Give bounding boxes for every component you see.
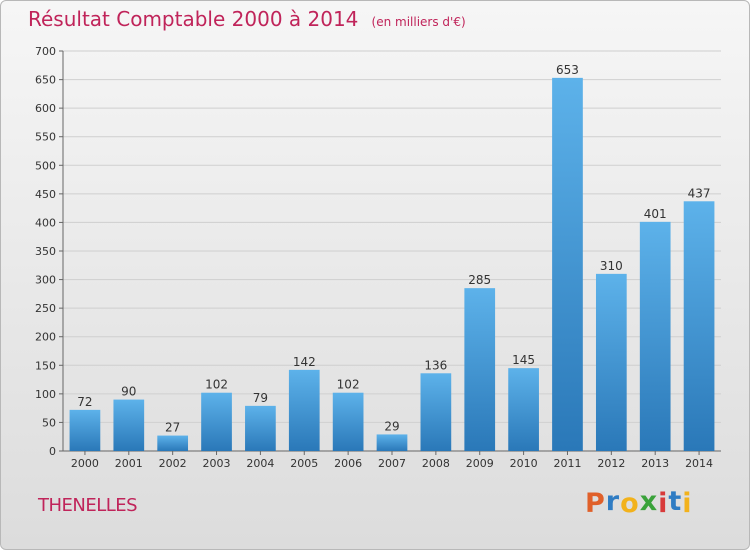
- y-tick-label: 600: [35, 102, 56, 115]
- data-label: 29: [384, 419, 399, 433]
- bar: [595, 273, 627, 451]
- chart-title-block: Résultat Comptable 2000 à 2014 (en milli…: [28, 7, 466, 31]
- logo-letter: o: [620, 488, 640, 519]
- data-label: 145: [512, 353, 535, 367]
- y-tick-label: 250: [35, 302, 56, 315]
- data-label: 437: [688, 186, 711, 200]
- bar: [464, 288, 496, 451]
- y-tick-label: 500: [35, 159, 56, 172]
- x-tick-label: 2010: [510, 457, 538, 470]
- x-tick-label: 2007: [378, 457, 406, 470]
- y-tick-label: 700: [35, 45, 56, 58]
- bars: [69, 77, 715, 451]
- y-tick-label: 150: [35, 359, 56, 372]
- data-label: 136: [424, 358, 447, 372]
- data-label: 72: [77, 395, 92, 409]
- bar: [201, 392, 232, 451]
- bar: [552, 77, 583, 451]
- y-tick-label: 350: [35, 245, 56, 258]
- bar: [420, 373, 452, 451]
- x-tick-label: 2013: [641, 457, 669, 470]
- bar: [639, 221, 671, 451]
- data-label: 79: [253, 391, 268, 405]
- x-tick-label: 2000: [71, 457, 99, 470]
- x-tick-label: 2011: [553, 457, 581, 470]
- y-tick-label: 400: [35, 216, 56, 229]
- y-tick-label: 650: [35, 74, 56, 87]
- data-labels: 72 90 27 102 79 142 102 29 136 285 145 653 310 401 437: [77, 63, 710, 435]
- data-label: 142: [293, 355, 316, 369]
- logo-letter: x: [639, 486, 659, 517]
- y-tick-label: 200: [35, 331, 56, 344]
- bar: [288, 369, 320, 451]
- data-label: 310: [600, 259, 623, 273]
- x-tick-label: 2005: [290, 457, 318, 470]
- chart-title: Résultat Comptable 2000 à 2014: [28, 7, 359, 31]
- chart-subtitle: (en milliers d'€): [371, 15, 466, 29]
- x-tick-label: 2008: [422, 457, 450, 470]
- logo-letter: r: [605, 486, 621, 517]
- data-label: 102: [337, 378, 360, 392]
- data-label: 401: [644, 207, 667, 221]
- bar: [332, 392, 364, 451]
- bar: [157, 435, 189, 451]
- y-tick-label: 50: [42, 416, 56, 429]
- y-tick-label: 550: [35, 131, 56, 144]
- tick-labels: 0 50 100 150 200 250 300 350 400 450 500 550 600 650 7…: [35, 45, 713, 470]
- logo-letter: t: [668, 486, 683, 517]
- y-tick-label: 450: [35, 188, 56, 201]
- x-tick-label: 2012: [597, 457, 625, 470]
- x-tick-label: 2006: [334, 457, 362, 470]
- y-tick-label: 300: [35, 274, 56, 287]
- data-label: 90: [121, 385, 136, 399]
- data-label: 27: [165, 421, 180, 435]
- x-tick-label: 2004: [246, 457, 274, 470]
- data-label: 102: [205, 378, 228, 392]
- y-tick-label: 100: [35, 388, 56, 401]
- data-label: 653: [556, 63, 579, 77]
- logo-letter: i: [658, 488, 669, 519]
- logo-letter: P: [585, 488, 606, 519]
- bar: [69, 409, 101, 451]
- place-name: THENELLES: [38, 495, 138, 516]
- bar: [376, 434, 408, 451]
- x-tick-label: 2002: [159, 457, 187, 470]
- x-tick-label: 2014: [685, 457, 713, 470]
- bar: [508, 368, 539, 451]
- data-label: 285: [468, 273, 491, 287]
- bar: [683, 201, 715, 451]
- x-tick-label: 2003: [203, 457, 231, 470]
- x-tick-label: 2009: [466, 457, 494, 470]
- bar: [245, 405, 276, 451]
- logo-letter: i: [682, 488, 693, 519]
- bar: [113, 399, 145, 451]
- y-tick-label: 0: [49, 445, 56, 458]
- x-tick-label: 2001: [115, 457, 143, 470]
